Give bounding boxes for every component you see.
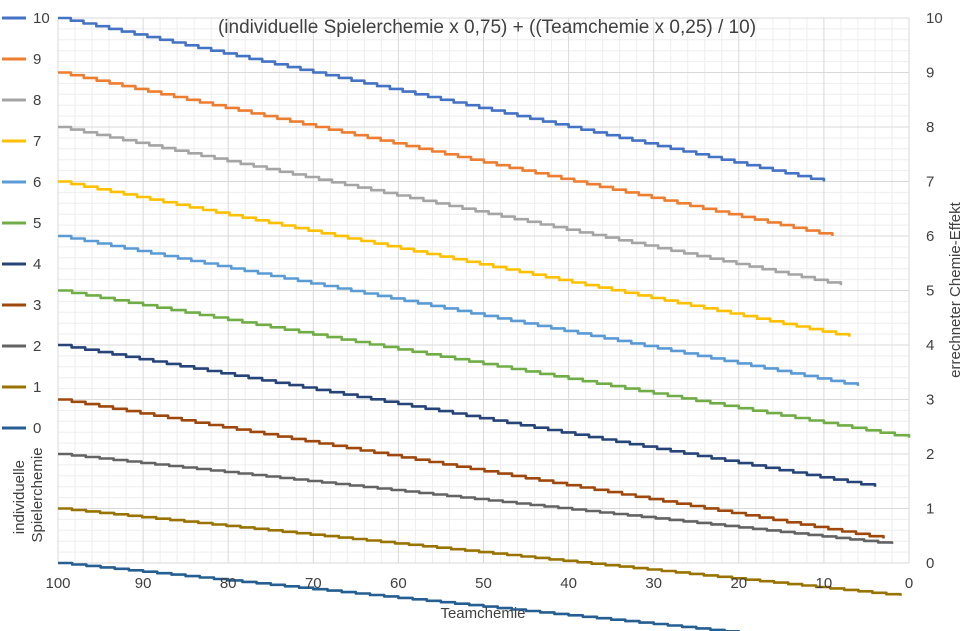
y-tick-label: 4 [926, 337, 934, 354]
y-axis-label-left-line2: Spielerchemie [29, 447, 46, 542]
series-line-10 [58, 16, 826, 182]
x-tick-label: 60 [390, 575, 407, 592]
legend-label-2: 2 [33, 338, 41, 355]
y-tick-label: 0 [926, 555, 934, 572]
x-tick-label: 90 [135, 575, 152, 592]
y-tick-label: 3 [926, 392, 934, 409]
chart-title: (individuelle Spielerchemie x 0,75) + ((… [218, 17, 756, 38]
legend-label-8: 8 [33, 92, 41, 109]
legend-label-3: 3 [33, 297, 41, 314]
series-line-4 [58, 343, 877, 487]
major-gridlines [57, 17, 910, 564]
legend-label-9: 9 [33, 51, 41, 68]
series-line-0 [58, 561, 741, 631]
x-tick-label: 10 [816, 575, 833, 592]
x-axis-label: Teamchemie [440, 605, 525, 622]
series-line-7 [58, 180, 851, 337]
x-tick-label: 100 [45, 575, 70, 592]
y-axis-label-right: errechneter Chemie-Effekt [947, 201, 964, 377]
legend-label-5: 5 [33, 215, 41, 232]
series-line-9 [58, 71, 834, 236]
y-tick-label: 10 [926, 10, 943, 27]
x-tick-labels: 100 90 80 70 60 50 40 30 20 10 0 [45, 575, 913, 592]
legend-label-0: 0 [33, 420, 41, 437]
y-tick-labels-right: 0 1 2 3 4 5 6 7 8 9 10 [926, 10, 943, 572]
series-line-2 [58, 452, 894, 544]
y-tick-label: 5 [926, 283, 934, 300]
y-tick-label: 9 [926, 65, 934, 82]
x-tick-label: 30 [645, 575, 662, 592]
legend-label-10: 10 [33, 10, 50, 27]
y-tick-label: 1 [926, 501, 934, 518]
series-line-5 [58, 289, 911, 438]
y-tick-label: 6 [926, 228, 934, 245]
x-tick-label: 70 [305, 575, 322, 592]
series-line-3 [58, 398, 885, 539]
x-tick-label: 80 [220, 575, 237, 592]
x-tick-label: 40 [560, 575, 577, 592]
legend-label-1: 1 [33, 379, 41, 396]
series-lines [58, 16, 911, 631]
y-tick-label: 2 [926, 446, 934, 463]
x-tick-label: 50 [475, 575, 492, 592]
series-line-6 [58, 234, 860, 386]
legend-label-7: 7 [33, 133, 41, 150]
y-axis-label-left: individuelle Spielerchemie [11, 447, 46, 542]
x-tick-label: 0 [905, 575, 913, 592]
legend-label-4: 4 [33, 256, 41, 273]
y-tick-label: 8 [926, 119, 934, 136]
y-axis-label-left-line1: individuelle [11, 460, 28, 534]
series-line-1 [58, 507, 902, 596]
y-tick-label: 7 [926, 174, 934, 191]
series-line-8 [58, 125, 843, 286]
x-tick-label: 20 [730, 575, 747, 592]
legend-label-6: 6 [33, 174, 41, 191]
